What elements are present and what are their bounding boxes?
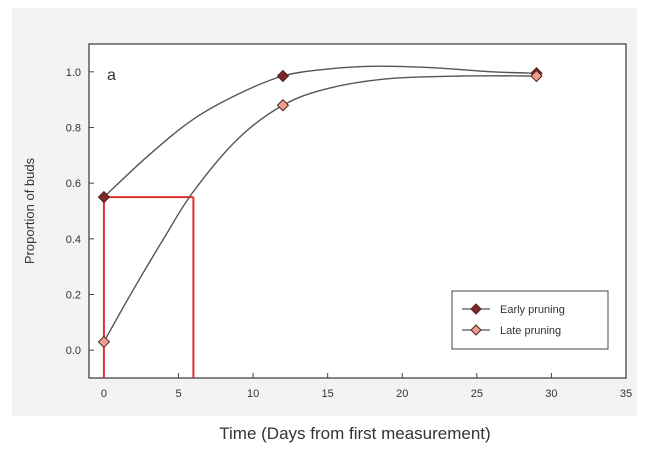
legend-box [451, 290, 609, 350]
legend-marker-early-pruning [470, 303, 482, 315]
x-tick-label: 0 [101, 388, 107, 400]
x-tick-label: 25 [471, 388, 483, 400]
y-tick-label: 0.8 [66, 123, 81, 135]
y-tick-label: 0.4 [66, 234, 81, 246]
late-pruning-point [276, 99, 290, 112]
early-pruning-line [103, 65, 537, 198]
early-pruning-point [97, 190, 111, 204]
legend-marker-late-pruning [470, 324, 482, 336]
chart-svg: 0 5 10 15 20 25 30 35 0.0 0.2 0.4 0.6 0.8 1.0 Proporti… [22, 43, 632, 400]
panel-label: a [107, 67, 116, 84]
y-tick-label: 1.0 [66, 67, 81, 79]
y-tick-label: 0.0 [66, 345, 81, 357]
late-pruning-line [103, 75, 537, 343]
x-tick-label: 5 [175, 388, 181, 400]
y-tick-label: 0.6 [66, 178, 81, 190]
legend-label-late-pruning: Late pruning [500, 325, 561, 337]
x-tick-label: 30 [545, 388, 557, 400]
chart-panel: 0 5 10 15 20 25 30 35 0.0 0.2 0.4 0.6 0.8 1.0 Proporti… [12, 8, 637, 416]
late-pruning-point [530, 69, 543, 83]
late-pruning-point [97, 335, 111, 349]
legend-label-early-pruning: Early pruning [500, 304, 565, 316]
y-axis-title: Proportion of buds [22, 157, 37, 264]
x-tick-label: 20 [396, 388, 408, 400]
x-tick-label: 10 [247, 388, 259, 400]
x-tick-label: 15 [322, 388, 334, 400]
early-pruning-point [276, 69, 290, 83]
x-tick-label: 35 [620, 388, 632, 400]
y-tick-label: 0.2 [66, 290, 81, 302]
x-axis-title: Time (Days from first measurement) [219, 424, 491, 443]
